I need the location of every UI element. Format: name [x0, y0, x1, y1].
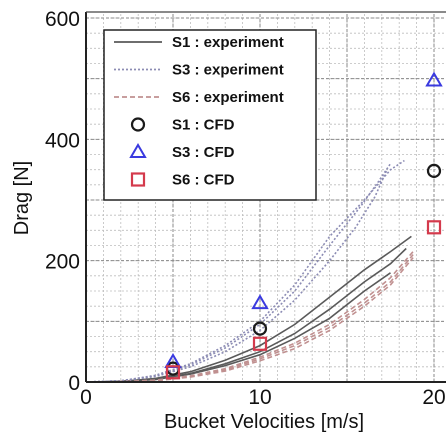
y-tick-label: 600 — [45, 8, 80, 31]
data-point-square — [426, 220, 442, 235]
axes — [85, 11, 446, 383]
series-6 — [165, 220, 442, 380]
y-axis-label: Drag [N] — [11, 161, 33, 235]
x-tick-label: 10 — [248, 386, 271, 409]
data-point-triangle — [251, 294, 269, 310]
legend-swatch-circle — [130, 117, 146, 132]
series-line-run — [85, 169, 388, 383]
data-point-circle — [426, 163, 442, 178]
y-tick-label: 400 — [45, 129, 80, 152]
legend-swatch-square — [130, 172, 146, 187]
series-line-run — [85, 163, 392, 383]
legend-entry: S6 : CFD — [172, 172, 235, 189]
legend-entry: S3 : CFD — [172, 144, 235, 161]
x-tick-label: 0 — [80, 386, 92, 409]
data-point-triangle — [425, 71, 443, 87]
y-tick-label: 0 — [68, 372, 80, 395]
y-tick-label: 200 — [45, 251, 80, 274]
series-line-run — [85, 159, 405, 383]
legend-swatch-triangle — [129, 143, 147, 158]
data-point-square — [252, 336, 268, 351]
data-point-circle — [252, 321, 268, 336]
legend-entry: S1 : CFD — [172, 117, 235, 134]
x-axis-label: Bucket Velocities [m/s] — [164, 411, 364, 433]
series-2 — [85, 159, 405, 383]
legend-box — [103, 29, 317, 201]
legend: S1 : experiment S3 : experiment S6 : exper… — [103, 29, 317, 201]
data-point-square — [165, 365, 181, 380]
legend-entry: S6 : experiment — [172, 89, 284, 106]
x-tick-label: 20 — [422, 386, 445, 409]
series-layer — [85, 71, 443, 383]
legend-entry: S3 : experiment — [172, 62, 284, 79]
legend-entry: S1 : experiment — [172, 34, 284, 51]
tick-labels: 0 200 400 600 0 10 20 — [45, 8, 446, 409]
